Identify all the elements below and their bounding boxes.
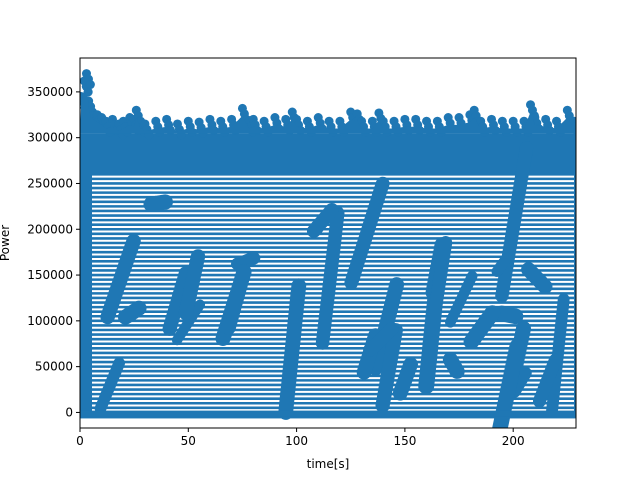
trajectory-segment	[278, 278, 307, 420]
trajectory-segment	[143, 194, 173, 212]
trajectory-segment	[220, 264, 252, 335]
axes-frame	[79, 57, 577, 429]
y-tick-label: 50000	[35, 360, 73, 374]
trajectory-segment	[491, 252, 513, 277]
y-tick-label: 0	[65, 405, 73, 419]
y-axis: 0 50000 100000 150000 200000 250000 300000 3500…	[27, 85, 80, 419]
trajectory-segment	[171, 299, 206, 346]
y-tick-label: 100000	[27, 314, 73, 328]
trajectory-segment	[344, 176, 390, 290]
trajectory-segment	[425, 236, 453, 337]
trajectory-segment	[521, 262, 553, 294]
x-tick-label: 50	[181, 434, 196, 448]
x-axis-label: time[s]	[307, 457, 350, 471]
trajectory-segment	[117, 300, 147, 325]
baseline-points	[80, 410, 576, 417]
x-tick-label: 150	[393, 434, 416, 448]
plot-area	[80, 69, 576, 428]
trajectory-segment	[363, 322, 399, 357]
trajectory-segment	[442, 352, 465, 379]
x-tick-label: 100	[285, 434, 308, 448]
power-trajectories	[94, 141, 570, 428]
peak-points	[80, 69, 576, 140]
data-point	[85, 80, 95, 90]
x-axis: 0 50 100 150 200	[76, 428, 525, 448]
trajectory-segment	[392, 357, 418, 401]
trajectory-segment	[231, 251, 261, 271]
y-tick-label: 250000	[27, 176, 73, 190]
trajectory-segment	[100, 233, 141, 325]
trajectory-segment	[532, 353, 562, 408]
trajectory-segment	[493, 305, 524, 325]
trajectory-segment	[492, 338, 525, 428]
trajectory-segment	[306, 203, 339, 238]
y-tick-label: 300000	[27, 131, 73, 145]
y-tick-label: 150000	[27, 268, 73, 282]
trajectory-segment	[162, 266, 193, 336]
trajectory-segment	[444, 270, 478, 328]
trajectory-segment	[375, 323, 403, 413]
trajectory-segment	[463, 305, 501, 350]
y-tick-label: 350000	[27, 85, 73, 99]
trajectory-segment	[495, 141, 534, 303]
trajectory-segment	[94, 357, 126, 415]
peak-envelope	[80, 80, 576, 134]
x-tick-label: 0	[76, 434, 84, 448]
x-tick-label: 200	[502, 434, 525, 448]
trajectory-segment	[315, 206, 345, 350]
y-axis-label: Power	[0, 225, 12, 261]
trajectory-segment	[178, 249, 206, 321]
y-tick-label: 200000	[27, 222, 73, 236]
